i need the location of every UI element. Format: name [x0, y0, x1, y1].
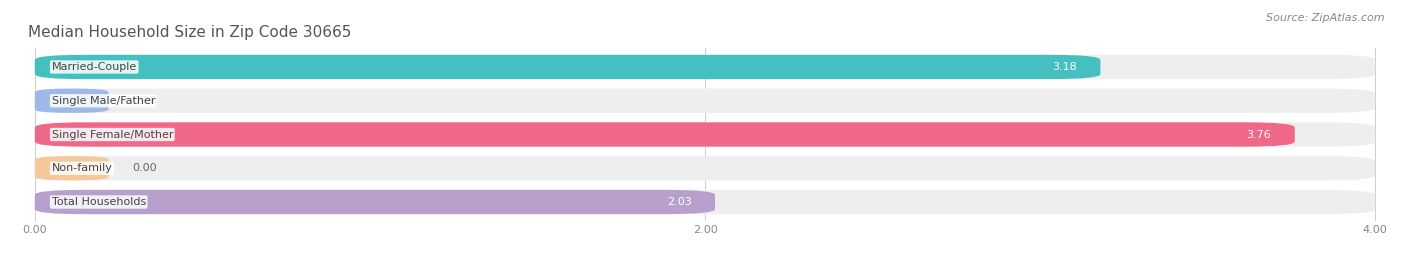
Text: Single Male/Father: Single Male/Father	[52, 96, 155, 106]
Text: 3.76: 3.76	[1247, 129, 1271, 140]
Text: Median Household Size in Zip Code 30665: Median Household Size in Zip Code 30665	[28, 25, 352, 40]
FancyBboxPatch shape	[35, 89, 1375, 113]
Text: Source: ZipAtlas.com: Source: ZipAtlas.com	[1267, 13, 1385, 23]
FancyBboxPatch shape	[35, 156, 108, 180]
FancyBboxPatch shape	[35, 55, 1101, 79]
FancyBboxPatch shape	[35, 156, 1375, 180]
Text: 3.18: 3.18	[1052, 62, 1077, 72]
Text: Single Female/Mother: Single Female/Mother	[52, 129, 173, 140]
Text: 0.00: 0.00	[132, 163, 156, 173]
FancyBboxPatch shape	[35, 55, 1375, 79]
FancyBboxPatch shape	[35, 190, 1375, 214]
Text: 0.00: 0.00	[132, 96, 156, 106]
Text: Non-family: Non-family	[52, 163, 112, 173]
Text: Total Households: Total Households	[52, 197, 146, 207]
FancyBboxPatch shape	[35, 122, 1295, 147]
Text: 2.03: 2.03	[666, 197, 692, 207]
FancyBboxPatch shape	[35, 122, 1375, 147]
FancyBboxPatch shape	[35, 89, 108, 113]
Text: Married-Couple: Married-Couple	[52, 62, 136, 72]
FancyBboxPatch shape	[35, 190, 716, 214]
